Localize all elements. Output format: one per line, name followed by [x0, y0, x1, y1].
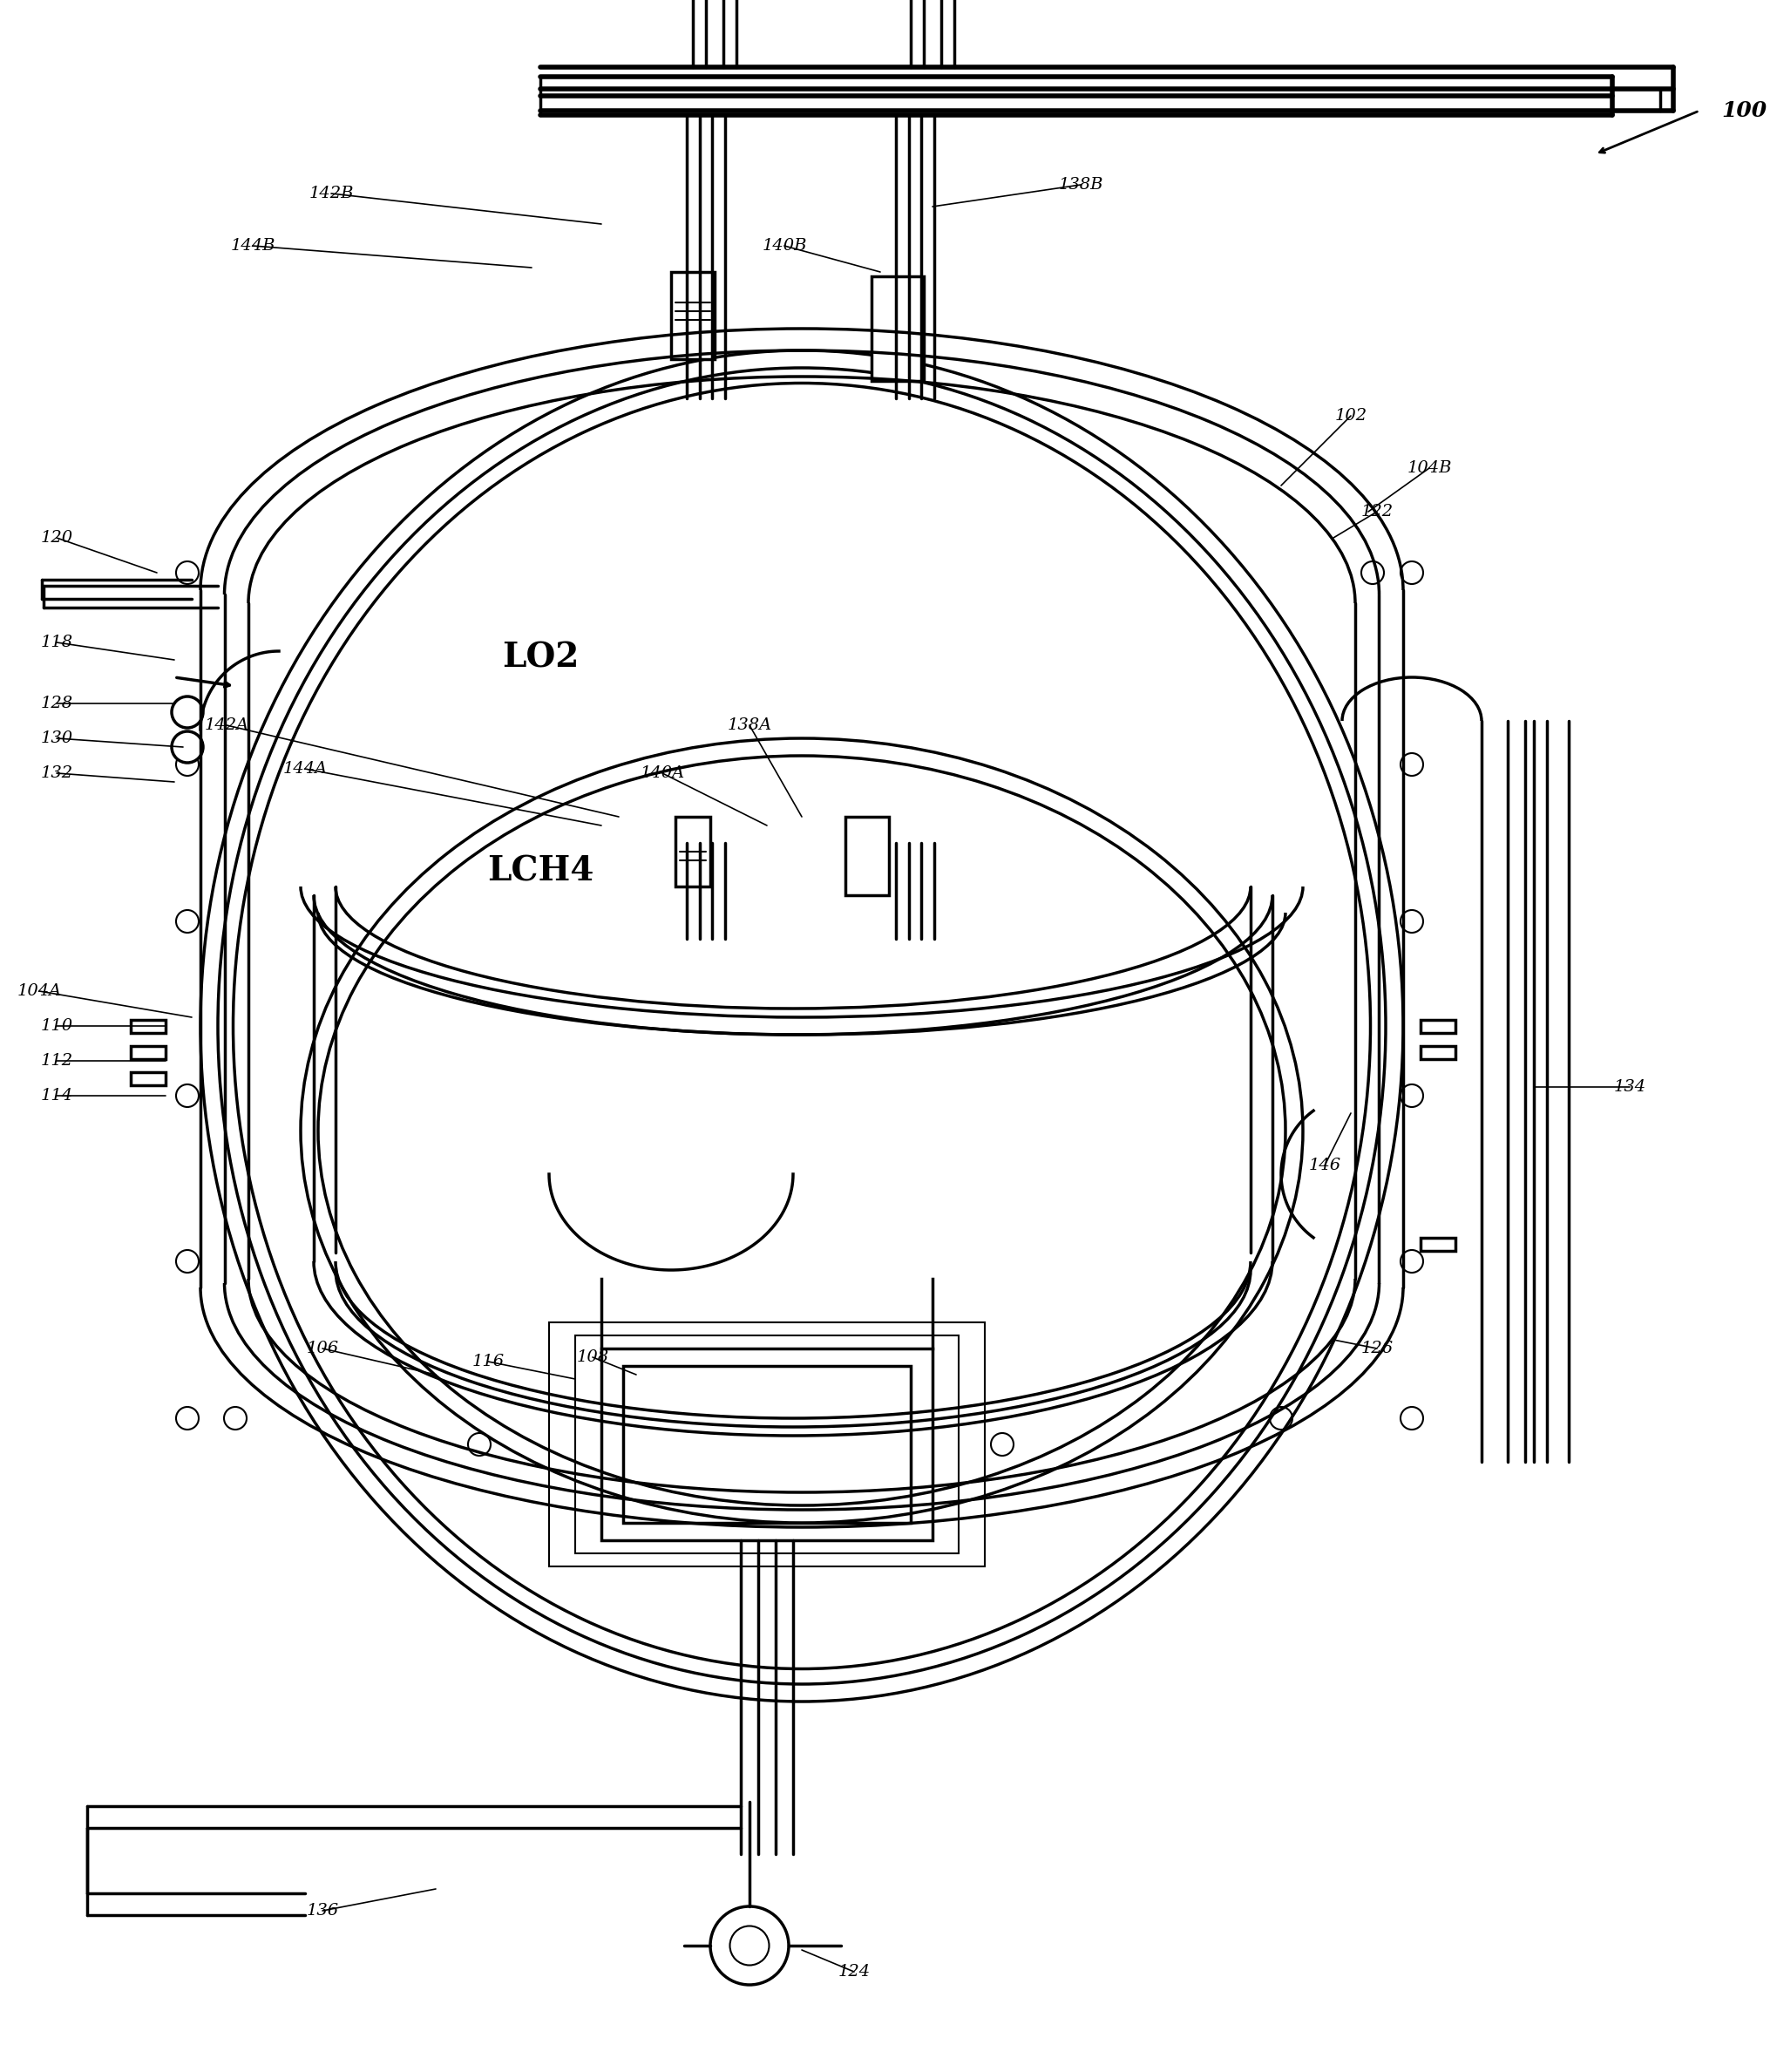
Text: 142A: 142A — [204, 717, 249, 733]
Bar — [871, 276, 924, 381]
Bar — [131, 1046, 165, 1059]
Text: 112: 112 — [41, 1053, 73, 1069]
Text: 144B: 144B — [231, 238, 275, 253]
Text: 128: 128 — [41, 696, 73, 711]
Text: 138A: 138A — [727, 717, 771, 733]
Text: 100: 100 — [1720, 99, 1766, 120]
Text: 104A: 104A — [16, 984, 62, 999]
Circle shape — [172, 731, 203, 762]
Text: 130: 130 — [41, 731, 73, 746]
Text: 118: 118 — [41, 634, 73, 651]
Text: 116: 116 — [471, 1353, 505, 1370]
Text: 138B: 138B — [1057, 176, 1102, 193]
Text: 120: 120 — [41, 530, 73, 545]
Text: 108: 108 — [576, 1349, 608, 1365]
Text: 142B: 142B — [309, 186, 354, 201]
Bar — [601, 1349, 933, 1539]
Bar — [670, 271, 714, 358]
Text: 124: 124 — [837, 1964, 869, 1979]
Text: 104B: 104B — [1406, 460, 1452, 477]
Text: 106: 106 — [306, 1341, 338, 1357]
Text: 136: 136 — [306, 1902, 338, 1919]
Text: 132: 132 — [41, 765, 73, 781]
Text: 146: 146 — [1308, 1158, 1340, 1173]
Bar — [549, 1322, 984, 1566]
Bar — [1420, 1046, 1455, 1059]
Text: 114: 114 — [41, 1088, 73, 1104]
Bar — [1420, 1019, 1455, 1032]
Bar — [131, 1071, 165, 1086]
Bar — [622, 1365, 910, 1523]
Text: LO2: LO2 — [501, 642, 579, 675]
Text: 110: 110 — [41, 1017, 73, 1034]
Text: 144A: 144A — [283, 760, 327, 777]
Text: 126: 126 — [1359, 1341, 1393, 1357]
Bar — [844, 816, 888, 895]
Text: 122: 122 — [1359, 503, 1393, 520]
Text: 140A: 140A — [640, 765, 684, 781]
Bar — [675, 816, 711, 887]
Text: 102: 102 — [1335, 408, 1367, 423]
Bar — [576, 1336, 958, 1554]
Bar — [1420, 1237, 1455, 1249]
Bar — [131, 1019, 165, 1032]
Text: 140B: 140B — [762, 238, 807, 253]
Text: LCH4: LCH4 — [487, 856, 594, 889]
Text: 134: 134 — [1614, 1080, 1646, 1094]
